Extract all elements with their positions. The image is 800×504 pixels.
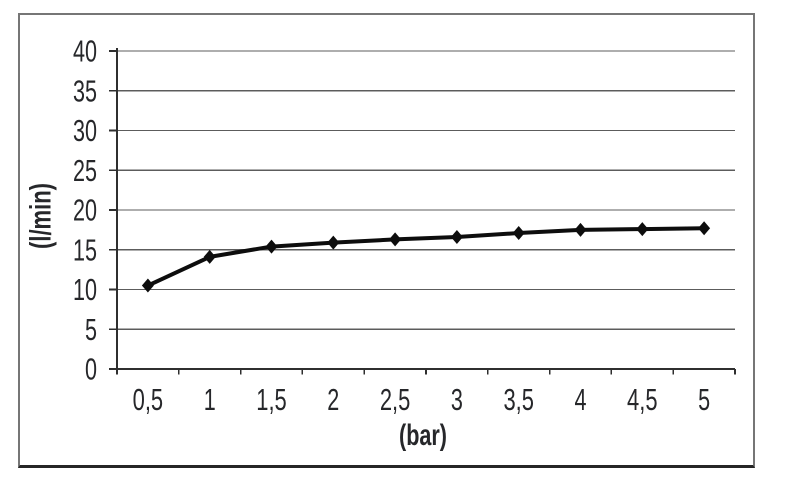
y-tick-label: 5 xyxy=(85,312,97,347)
y-axis-title: (l/min) xyxy=(25,183,58,249)
data-point-marker xyxy=(512,226,525,241)
x-tick-label: 1 xyxy=(204,382,216,417)
y-tick-label: 20 xyxy=(73,193,97,228)
data-point-marker xyxy=(265,239,278,254)
y-tick-label: 30 xyxy=(73,113,97,148)
x-tick-label: 5 xyxy=(698,382,710,417)
x-tick-label: 3 xyxy=(451,382,463,417)
data-point-marker xyxy=(450,230,463,245)
data-point-marker xyxy=(574,222,587,237)
y-tick-label: 15 xyxy=(73,232,97,267)
data-point-marker xyxy=(698,221,711,236)
y-tick-label: 40 xyxy=(73,34,97,69)
x-tick-label: 2,5 xyxy=(380,382,411,417)
x-axis-title: (bar) xyxy=(399,419,447,452)
x-tick-label: 4,5 xyxy=(627,382,658,417)
x-tick-label: 3,5 xyxy=(503,382,534,417)
data-point-marker xyxy=(636,222,649,237)
x-tick-label: 4 xyxy=(575,382,587,417)
data-point-marker xyxy=(389,232,402,247)
y-tick-label: 35 xyxy=(73,73,97,108)
data-point-marker xyxy=(327,235,340,250)
y-tick-label: 25 xyxy=(73,153,97,188)
data-point-marker xyxy=(203,249,216,264)
x-tick-label: 2 xyxy=(327,382,339,417)
data-point-marker xyxy=(141,278,154,293)
y-tick-label: 10 xyxy=(73,272,97,307)
data-series-line xyxy=(145,226,707,288)
x-tick-label: 1,5 xyxy=(256,382,287,417)
x-tick-label: 0,5 xyxy=(133,382,164,417)
y-tick-label: 0 xyxy=(85,352,97,387)
